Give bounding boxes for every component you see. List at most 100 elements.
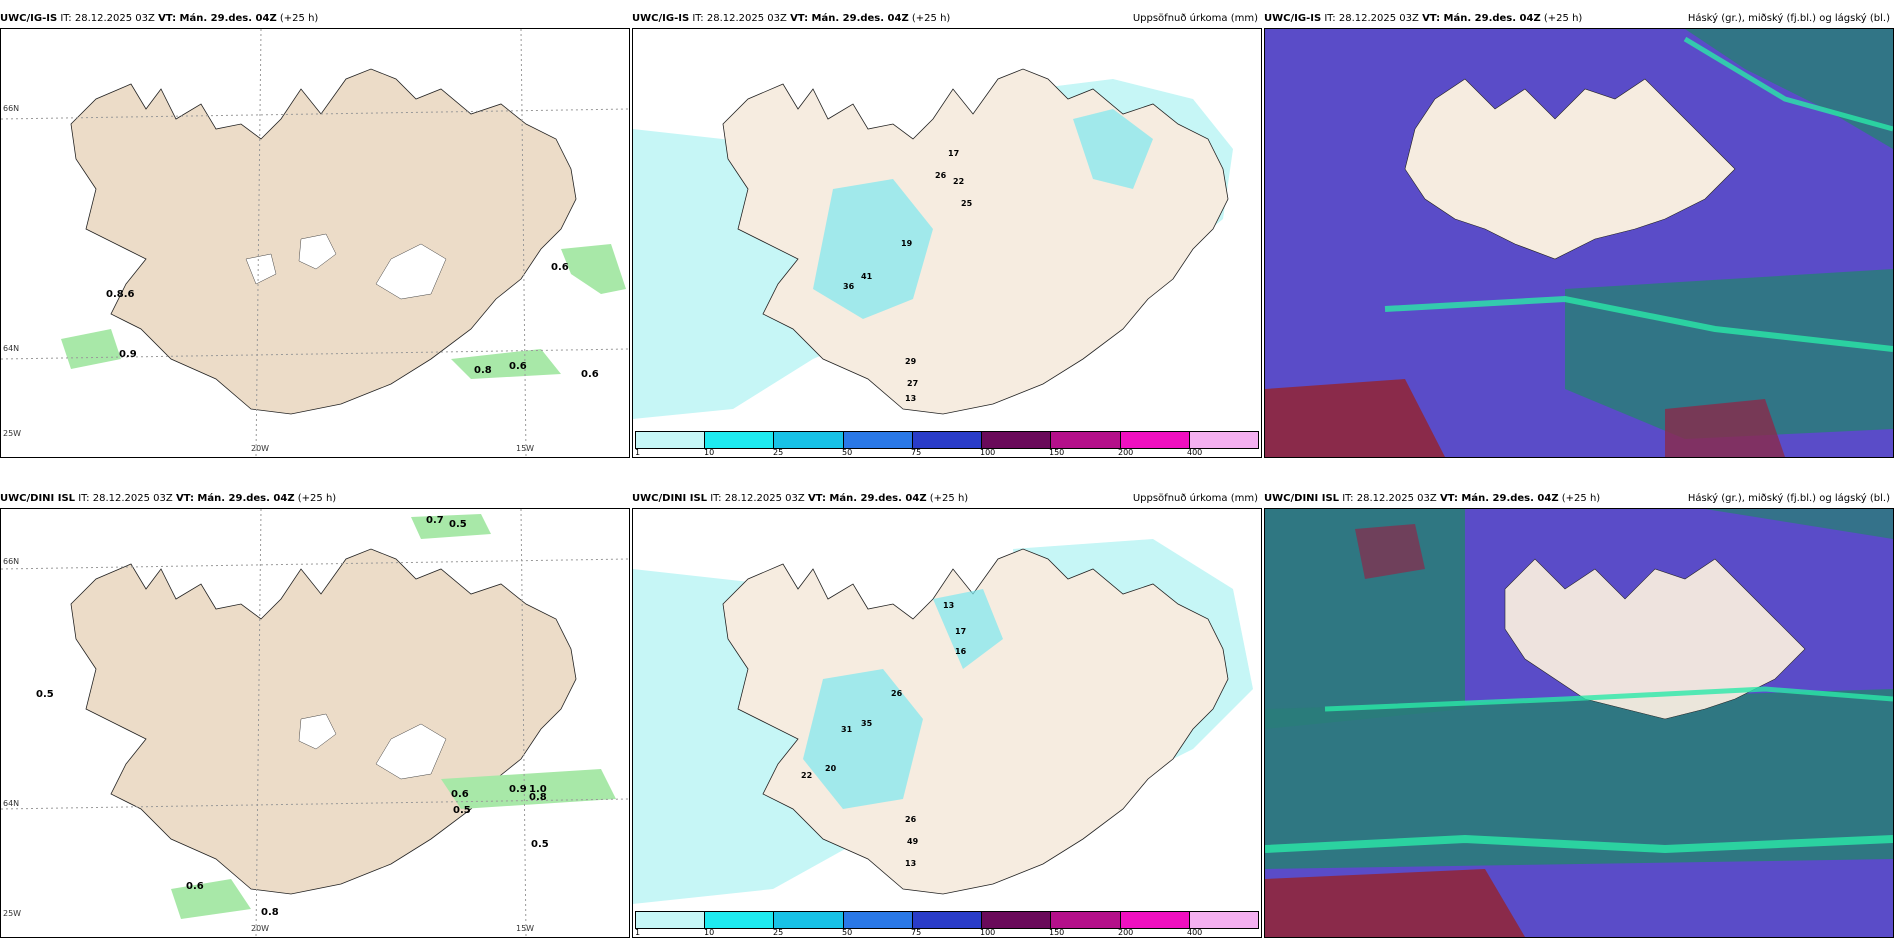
model-name: UWC/IG-IS [632, 13, 690, 24]
panel-header: UWC/DINI ISL IT: 28.12.2025 03Z VT: Mán.… [632, 490, 1262, 508]
panel-igis-precip: UWC/IG-IS IT: 28.12.2025 03Z VT: Mán. 29… [632, 10, 1262, 458]
valid-time: VT: Mán. 29.des. 04Z [158, 13, 277, 24]
precip-area [933, 589, 1003, 669]
colorbar-bar [635, 431, 1259, 449]
colorbar-segment [1189, 432, 1258, 448]
lat-label: 25W [3, 429, 22, 438]
map-frame[interactable]: 20W 15W 66N 64N 25W 0.7 0.5 0.5 0.6 0.9 … [0, 508, 630, 938]
lead-time: (+25 h) [279, 13, 319, 24]
cloud-low [1265, 379, 1445, 457]
lead-time: (+25 h) [911, 13, 951, 24]
map-frame[interactable] [1264, 508, 1894, 938]
cloud-high [1705, 509, 1893, 539]
model-name: UWC/DINI ISL [0, 493, 76, 504]
precip-value: 16 [955, 647, 967, 656]
precip-green [61, 329, 121, 369]
precip-value: 22 [801, 771, 813, 780]
precip-green [171, 879, 251, 919]
model-name: UWC/IG-IS [1264, 13, 1322, 24]
cloud-map [1265, 29, 1893, 457]
glacier [298, 233, 337, 270]
colorbar-segment [912, 912, 983, 928]
precip-value: 31 [841, 725, 853, 734]
iceland-land [1504, 558, 1806, 720]
init-time: IT: 28.12.2025 03Z [710, 493, 805, 504]
colorbar-tick: 10 [704, 448, 715, 457]
cloud-map [1265, 509, 1893, 937]
wind-value: 0.6 [186, 881, 204, 892]
precip-value: 19 [901, 239, 913, 248]
valid-time: VT: Mán. 29.des. 04Z [807, 493, 927, 504]
cloud-front [1324, 686, 1893, 712]
glacier [375, 243, 447, 300]
colorbar-segment [1189, 912, 1258, 928]
colorbar-tick: 150 [1049, 928, 1065, 937]
panel-dini-precip: UWC/DINI ISL IT: 28.12.2025 03Z VT: Mán.… [632, 490, 1262, 938]
colorbar-segment [1051, 432, 1121, 448]
cloud-low [1665, 399, 1785, 457]
lon-label: 15W [516, 924, 535, 933]
map-frame[interactable] [1264, 28, 1894, 458]
colorbar-tick: 200 [1118, 448, 1134, 457]
map-frame[interactable]: 13 17 16 31 35 26 20 22 26 49 13 1 10 25 [632, 508, 1262, 938]
wind-value: 0.9 [119, 349, 137, 360]
panel-dini-wind: UWC/DINI ISL IT: 28.12.2025 03Z VT: Mán.… [0, 490, 630, 938]
precip-green [561, 244, 626, 294]
precip-area [803, 669, 923, 809]
colorbar-tick: 1 [635, 928, 641, 937]
cloud-low [1265, 869, 1525, 937]
precip-green [451, 349, 561, 379]
colorbar-segment [843, 912, 913, 928]
wind-value: 0.6 [451, 789, 469, 800]
panel-header: UWC/IG-IS IT: 28.12.2025 03Z VT: Mán. 29… [632, 10, 1262, 28]
lon-label: 20W [251, 924, 270, 933]
wind-value: 0.5 [453, 805, 471, 816]
colorbar-segment [636, 912, 706, 928]
colorbar-tick: 50 [842, 448, 853, 457]
precip-value: 20 [825, 764, 837, 773]
colorbar-tick: 200 [1118, 928, 1134, 937]
wind-value: 0.5 [449, 519, 467, 530]
wind-map [1, 29, 629, 457]
cloud-front [1384, 295, 1893, 352]
colorbar-tick: 75 [911, 448, 922, 457]
precip-value: 27 [907, 379, 919, 388]
colorbar-segment [705, 912, 775, 928]
precip-green [411, 514, 491, 539]
wind-value: 0.6 [509, 361, 527, 372]
colorbar-segment [982, 432, 1052, 448]
colorbar-tick: 25 [773, 448, 784, 457]
colorbar-segment [636, 432, 706, 448]
panel-header: UWC/DINI ISL IT: 28.12.2025 03Z VT: Mán.… [1264, 490, 1894, 508]
colorbar-tick: 400 [1187, 928, 1203, 937]
lead-time: (+25 h) [297, 493, 337, 504]
cloud-title: Háský (gr.), miðský (fj.bl.) og lágský (… [1687, 493, 1890, 504]
valid-time: VT: Mán. 29.des. 04Z [1439, 493, 1559, 504]
precip-area [1073, 109, 1153, 189]
init-time: IT: 28.12.2025 03Z [1342, 493, 1437, 504]
valid-time: VT: Mán. 29.des. 04Z [1422, 13, 1541, 24]
cloud-high [1685, 29, 1893, 149]
lon-label: 20W [251, 444, 270, 453]
model-name: UWC/IG-IS [0, 13, 58, 24]
graticule [1, 509, 629, 937]
colorbar-segment [1051, 912, 1121, 928]
wind-value: 0.5 [36, 689, 54, 700]
colorbar-tick: 25 [773, 928, 784, 937]
cloud-low [1355, 524, 1425, 579]
panel-header: UWC/DINI ISL IT: 28.12.2025 03Z VT: Mán.… [0, 490, 630, 508]
precip-value: 36 [843, 282, 855, 291]
map-frame[interactable]: 20W 15W 66N 64N 25W 0.8.6 0.9 0.8 0.6 0.… [0, 28, 630, 458]
lat-label: 66N [3, 104, 20, 113]
precip-value: 17 [948, 149, 960, 158]
colorbar-tick: 1 [635, 448, 641, 457]
cloud-front [1683, 36, 1893, 132]
model-name: UWC/DINI ISL [1264, 493, 1340, 504]
init-time: IT: 28.12.2025 03Z [1324, 13, 1419, 24]
colorbar-tick: 50 [842, 928, 853, 937]
panel-dini-cloud: UWC/DINI ISL IT: 28.12.2025 03Z VT: Mán.… [1264, 490, 1894, 938]
map-frame[interactable]: 17 26 22 25 19 36 41 29 27 13 1 10 25 50 [632, 28, 1262, 458]
colorbar-segment [774, 432, 844, 448]
wind-value: 0.6 [581, 369, 599, 380]
cloud-front [1265, 834, 1893, 854]
